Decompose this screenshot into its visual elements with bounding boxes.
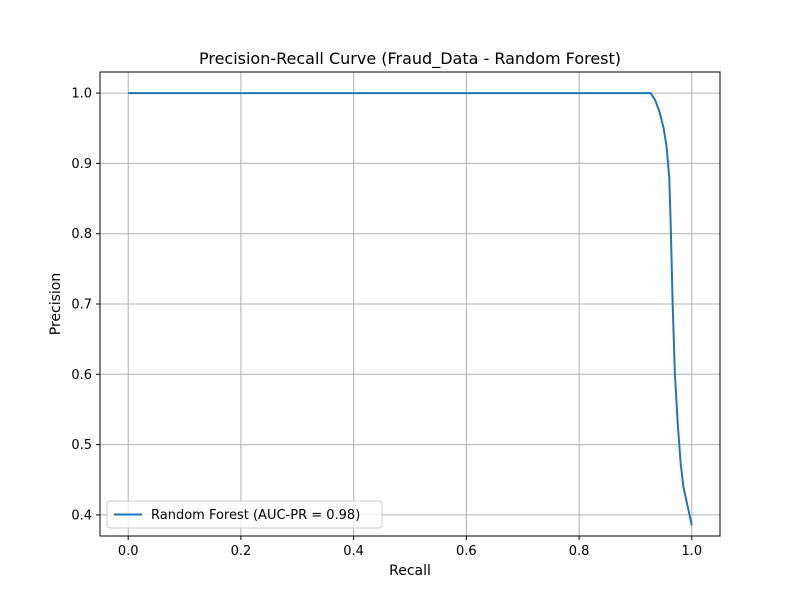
series-layer (128, 92, 693, 526)
x-axis-title: Recall (389, 563, 431, 579)
x-tick-label: 0.0 (118, 544, 139, 559)
y-tick-label: 1.0 (71, 87, 92, 102)
y-tick-label: 0.7 (71, 298, 92, 313)
x-tick-label: 0.8 (569, 544, 590, 559)
legend-label-random-forest: Random Forest (AUC-PR = 0.98) (151, 508, 360, 523)
y-tick-label: 0.5 (71, 438, 92, 453)
x-tick-label: 0.4 (343, 544, 364, 559)
x-tick-label: 0.6 (456, 544, 477, 559)
y-axis-title: Precision (48, 273, 64, 335)
x-tick-label: 1.0 (681, 544, 702, 559)
legend-box (106, 500, 383, 529)
y-tick-label: 0.8 (71, 227, 92, 242)
y-tick-label: 0.4 (71, 508, 92, 523)
grid (100, 72, 720, 536)
y-tick-label: 0.9 (71, 157, 92, 172)
chart-title: Precision-Recall Curve (Fraud_Data - Ran… (199, 49, 621, 69)
legend: Random Forest (AUC-PR = 0.98) (106, 500, 383, 529)
x-tick-label: 0.2 (231, 544, 252, 559)
series-line-random-forest (128, 92, 693, 526)
axis-ticks: 0.0 0.2 0.4 0.6 0.8 1.0 0.4 0.5 0.6 0.7 0.8 0.9 1.0 (71, 87, 702, 559)
y-tick-label: 0.6 (71, 368, 92, 383)
